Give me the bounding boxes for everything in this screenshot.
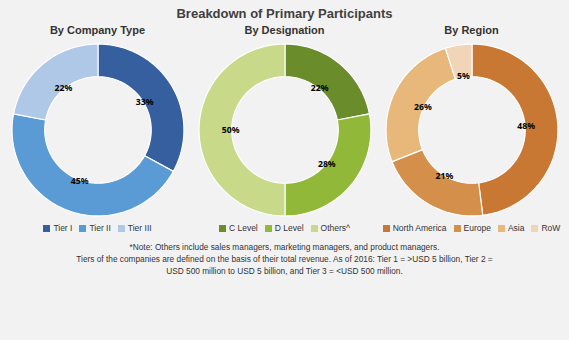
svg-text:22%: 22% bbox=[55, 82, 73, 94]
svg-text:50%: 50% bbox=[222, 124, 240, 136]
html-text:Europe: Europe bbox=[463, 223, 491, 233]
svg-text:26%: 26% bbox=[414, 101, 432, 113]
html-text:USD 500 million to USD 5 billi: USD 500 million to USD 5 billion, and Ti… bbox=[166, 266, 403, 276]
html-text:D Level: D Level bbox=[274, 223, 304, 233]
html-text:Tiers of the companies are def: Tiers of the companies are defined on th… bbox=[76, 254, 493, 264]
svg-text:48%: 48% bbox=[517, 120, 535, 132]
svg-text:45%: 45% bbox=[71, 175, 89, 187]
html-text:North America: North America bbox=[392, 223, 447, 233]
html-text:Tier II: Tier II bbox=[89, 223, 111, 233]
html-text:C Level: C Level bbox=[228, 223, 258, 233]
html-text:*Note: Others include sales ma: *Note: Others include sales managers, ma… bbox=[129, 242, 440, 252]
html-text:Asia: Asia bbox=[507, 223, 525, 233]
html-text:Others^: Others^ bbox=[320, 223, 351, 233]
html-text:Breakdown of Primary Participa: Breakdown of Primary Participants bbox=[176, 6, 393, 21]
html-text:Tier I: Tier I bbox=[53, 223, 73, 233]
html-text:RoW: RoW bbox=[541, 223, 561, 233]
svg-text:33%: 33% bbox=[136, 96, 154, 108]
svg-text:28%: 28% bbox=[318, 158, 336, 170]
svg-text:5%: 5% bbox=[457, 70, 470, 82]
svg-text:21%: 21% bbox=[435, 170, 453, 182]
html-text:By Designation: By Designation bbox=[244, 24, 325, 36]
svg-text:22%: 22% bbox=[311, 82, 329, 94]
html-text:Tier III: Tier III bbox=[127, 223, 152, 233]
html-text:By Company Type: By Company Type bbox=[49, 24, 146, 36]
html-text:By Region: By Region bbox=[444, 24, 499, 36]
